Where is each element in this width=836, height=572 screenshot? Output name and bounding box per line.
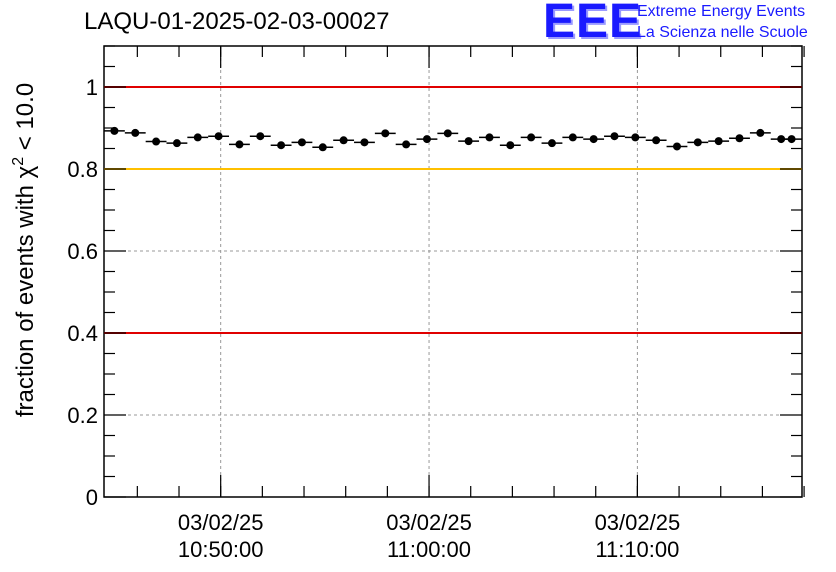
data-point [110,126,119,135]
data-point [277,141,286,150]
data-point [214,132,223,141]
grid-lines [104,46,802,497]
data-point [131,128,140,137]
data-point [568,133,577,142]
x-tick-label-time: 11:10:00 [595,537,679,562]
y-tick-label: 0 [86,485,98,510]
y-axis-label-tail: < 10.0 [12,83,39,157]
y-axis-label: fraction of events with χ2 < 10.0 [10,83,39,417]
y-axis-label-superscript: 2 [10,157,27,166]
y-axis-label-main: fraction of events with χ [12,165,39,417]
data-point [589,135,598,144]
data-point [318,143,327,152]
y-tick-label: 0.2 [67,403,98,428]
data-point [714,137,723,146]
data-point [256,132,265,141]
data-point [235,140,244,149]
data-point [152,137,161,146]
data-point [422,135,431,144]
data-point [172,139,181,148]
x-tick-label-time: 10:50:00 [178,537,264,562]
y-tick-label: 0.4 [67,321,98,346]
data-point [735,134,744,143]
data-point [339,136,348,145]
data-point [402,140,411,149]
data-point [464,137,473,146]
chart-title: LAQU-01-2025-02-03-00027 [84,8,390,35]
axis-labels: 00.20.40.60.8103/02/2510:50:0003/02/2511… [10,75,680,562]
data-point [527,133,536,142]
data-points [104,126,802,152]
reference-lines [104,86,802,334]
data-point [547,139,556,148]
data-point [610,132,619,141]
data-point [485,133,494,142]
data-point [756,128,765,137]
plot-frame [103,45,803,498]
axis-ticks [104,45,805,498]
logo-text-line2: La Scienza nelle Scuole [637,24,808,41]
y-tick-label: 0.8 [67,157,98,182]
data-point [652,136,661,145]
data-point [693,138,702,147]
x-tick-label-time: 11:00:00 [387,537,471,562]
logo-mark: EEE [543,0,643,48]
data-point [381,129,390,138]
data-point [787,135,796,144]
x-tick-label-date: 03/02/25 [386,510,472,535]
data-point [193,133,202,142]
data-point [672,142,681,151]
y-tick-label: 0.6 [67,239,98,264]
eee-logo: EEE Extreme Energy Events La Scienza nel… [543,0,833,50]
x-tick-label-date: 03/02/25 [178,510,264,535]
data-point [506,141,515,150]
data-point [297,138,306,147]
data-point [360,138,369,147]
data-point [631,133,640,142]
data-point [443,129,452,138]
y-tick-label: 1 [86,75,98,100]
logo-text-line1: Extreme Energy Events [637,3,806,20]
x-tick-label-date: 03/02/25 [595,510,681,535]
